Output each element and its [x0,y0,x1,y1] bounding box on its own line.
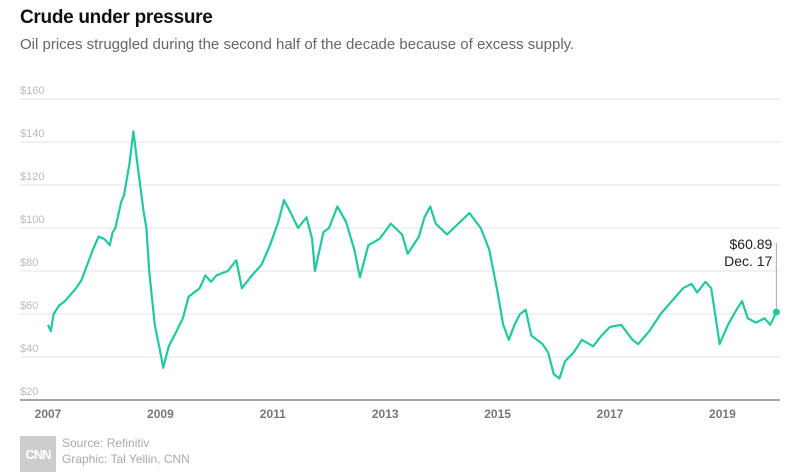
annotation-date: Dec. 17 [724,253,772,269]
x-tick-label: 2009 [147,407,174,421]
end-point-marker [772,308,780,316]
credit-text: Graphic: Tal Yellin, CNN [62,452,190,466]
y-tick-label: $20 [20,386,38,398]
source-text: Source: Refinitiv [62,436,150,450]
chart-title: Crude under pressure [20,7,213,28]
x-axis-labels: 2007 2009 2011 2013 2015 2017 2019 [35,407,736,421]
series-line-oil-price [46,130,778,380]
y-tick-label: $140 [20,128,44,140]
x-tick-label: 2015 [484,407,511,421]
cnn-logo: CNN [20,436,56,472]
footer-credits: Source: Refinitiv Graphic: Tal Yellin, C… [62,435,190,467]
y-tick-label: $60 [20,300,38,312]
y-tick-label: $100 [20,214,44,226]
x-tick-label: 2019 [709,407,736,421]
y-axis-labels: $20 $40 $60 $80 $100 $120 $140 $160 [20,85,44,398]
x-tick-label: 2017 [597,407,624,421]
annotation-value: $60.89 [730,236,773,252]
x-tick-label: 2011 [260,407,286,421]
x-tick-label: 2013 [372,407,399,421]
gridlines [20,98,780,401]
y-tick-label: $160 [20,85,44,97]
y-tick-label: $120 [20,171,44,183]
chart-subtitle: Oil prices struggled during the second h… [20,36,575,53]
y-tick-label: $40 [20,343,38,355]
x-tick-label: 2007 [35,407,62,421]
y-tick-label: $80 [20,257,38,269]
